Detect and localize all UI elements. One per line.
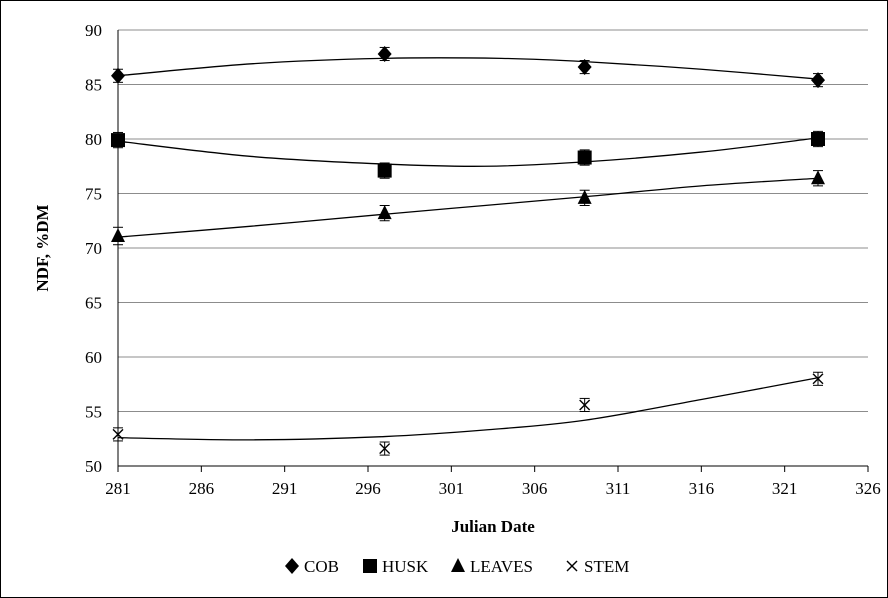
x-tick-label-326: 326	[855, 479, 881, 498]
marker-leaves-2	[577, 189, 592, 204]
y-tick-label-70: 70	[85, 239, 102, 258]
x-axis-title: Julian Date	[451, 517, 535, 536]
marker-stem-2	[579, 399, 591, 411]
y-tick-label-85: 85	[85, 76, 102, 95]
trendline-husk	[117, 137, 819, 167]
marker-stem-0	[112, 428, 124, 440]
gridlines	[118, 29, 868, 412]
x-tick-label-291: 291	[272, 479, 298, 498]
legend-marker-husk	[363, 559, 377, 573]
y-tick-label-90: 90	[85, 21, 102, 40]
y-tick-label-50: 50	[85, 457, 102, 476]
legend-item-stem: STEM	[566, 557, 629, 576]
marker-cob-3	[811, 72, 825, 89]
y-tick-label-80: 80	[85, 130, 102, 149]
x-tick-label-286: 286	[189, 479, 215, 498]
tick-labels: 50 55 60 65 70 75 80 85 90 281 286 291 296 301 306 311 3…	[85, 21, 881, 498]
legend-item-husk: HUSK	[363, 557, 429, 576]
trendline-leaves	[117, 177, 819, 238]
legend-item-leaves: LEAVES	[451, 557, 533, 576]
marker-stem-3	[812, 373, 824, 385]
y-tick-label-60: 60	[85, 348, 102, 367]
legend-label-cob: COB	[304, 557, 339, 576]
legend-marker-cob	[285, 558, 299, 574]
x-tick-label-306: 306	[522, 479, 548, 498]
y-tick-label-75: 75	[85, 185, 102, 204]
marker-husk-3	[811, 132, 825, 146]
legend-label-leaves: LEAVES	[470, 557, 533, 576]
x-tick-label-301: 301	[439, 479, 465, 498]
legend-label-husk: HUSK	[382, 557, 429, 576]
legend: COB HUSK LEAVES STEM	[285, 557, 629, 576]
marker-leaves-1	[377, 205, 392, 220]
trendline-stem	[117, 377, 819, 441]
axes	[117, 30, 869, 472]
y-tick-label-55: 55	[85, 403, 102, 422]
x-tick-label-316: 316	[689, 479, 715, 498]
trendline-cob	[117, 57, 819, 80]
marker-husk-2	[577, 150, 592, 165]
marker-leaves-3	[811, 170, 825, 185]
marker-cob-2	[577, 59, 592, 76]
marker-stem-1	[379, 443, 391, 455]
trendlines	[117, 57, 819, 441]
data-markers	[111, 45, 825, 456]
marker-husk-1	[377, 163, 392, 178]
x-tick-label-281: 281	[105, 479, 131, 498]
legend-marker-stem	[566, 560, 578, 572]
legend-marker-leaves	[451, 558, 465, 572]
marker-leaves-0	[111, 228, 125, 243]
x-tick-label-321: 321	[772, 479, 798, 498]
marker-cob-0	[111, 67, 125, 84]
legend-item-cob: COB	[285, 557, 339, 576]
x-tick-label-311: 311	[606, 479, 631, 498]
x-tick-label-296: 296	[355, 479, 381, 498]
legend-label-stem: STEM	[584, 557, 629, 576]
y-tick-label-65: 65	[85, 294, 102, 313]
marker-cob-1	[377, 45, 392, 62]
marker-husk-0	[111, 133, 125, 148]
y-axis-title: NDF, %DM	[33, 204, 52, 291]
